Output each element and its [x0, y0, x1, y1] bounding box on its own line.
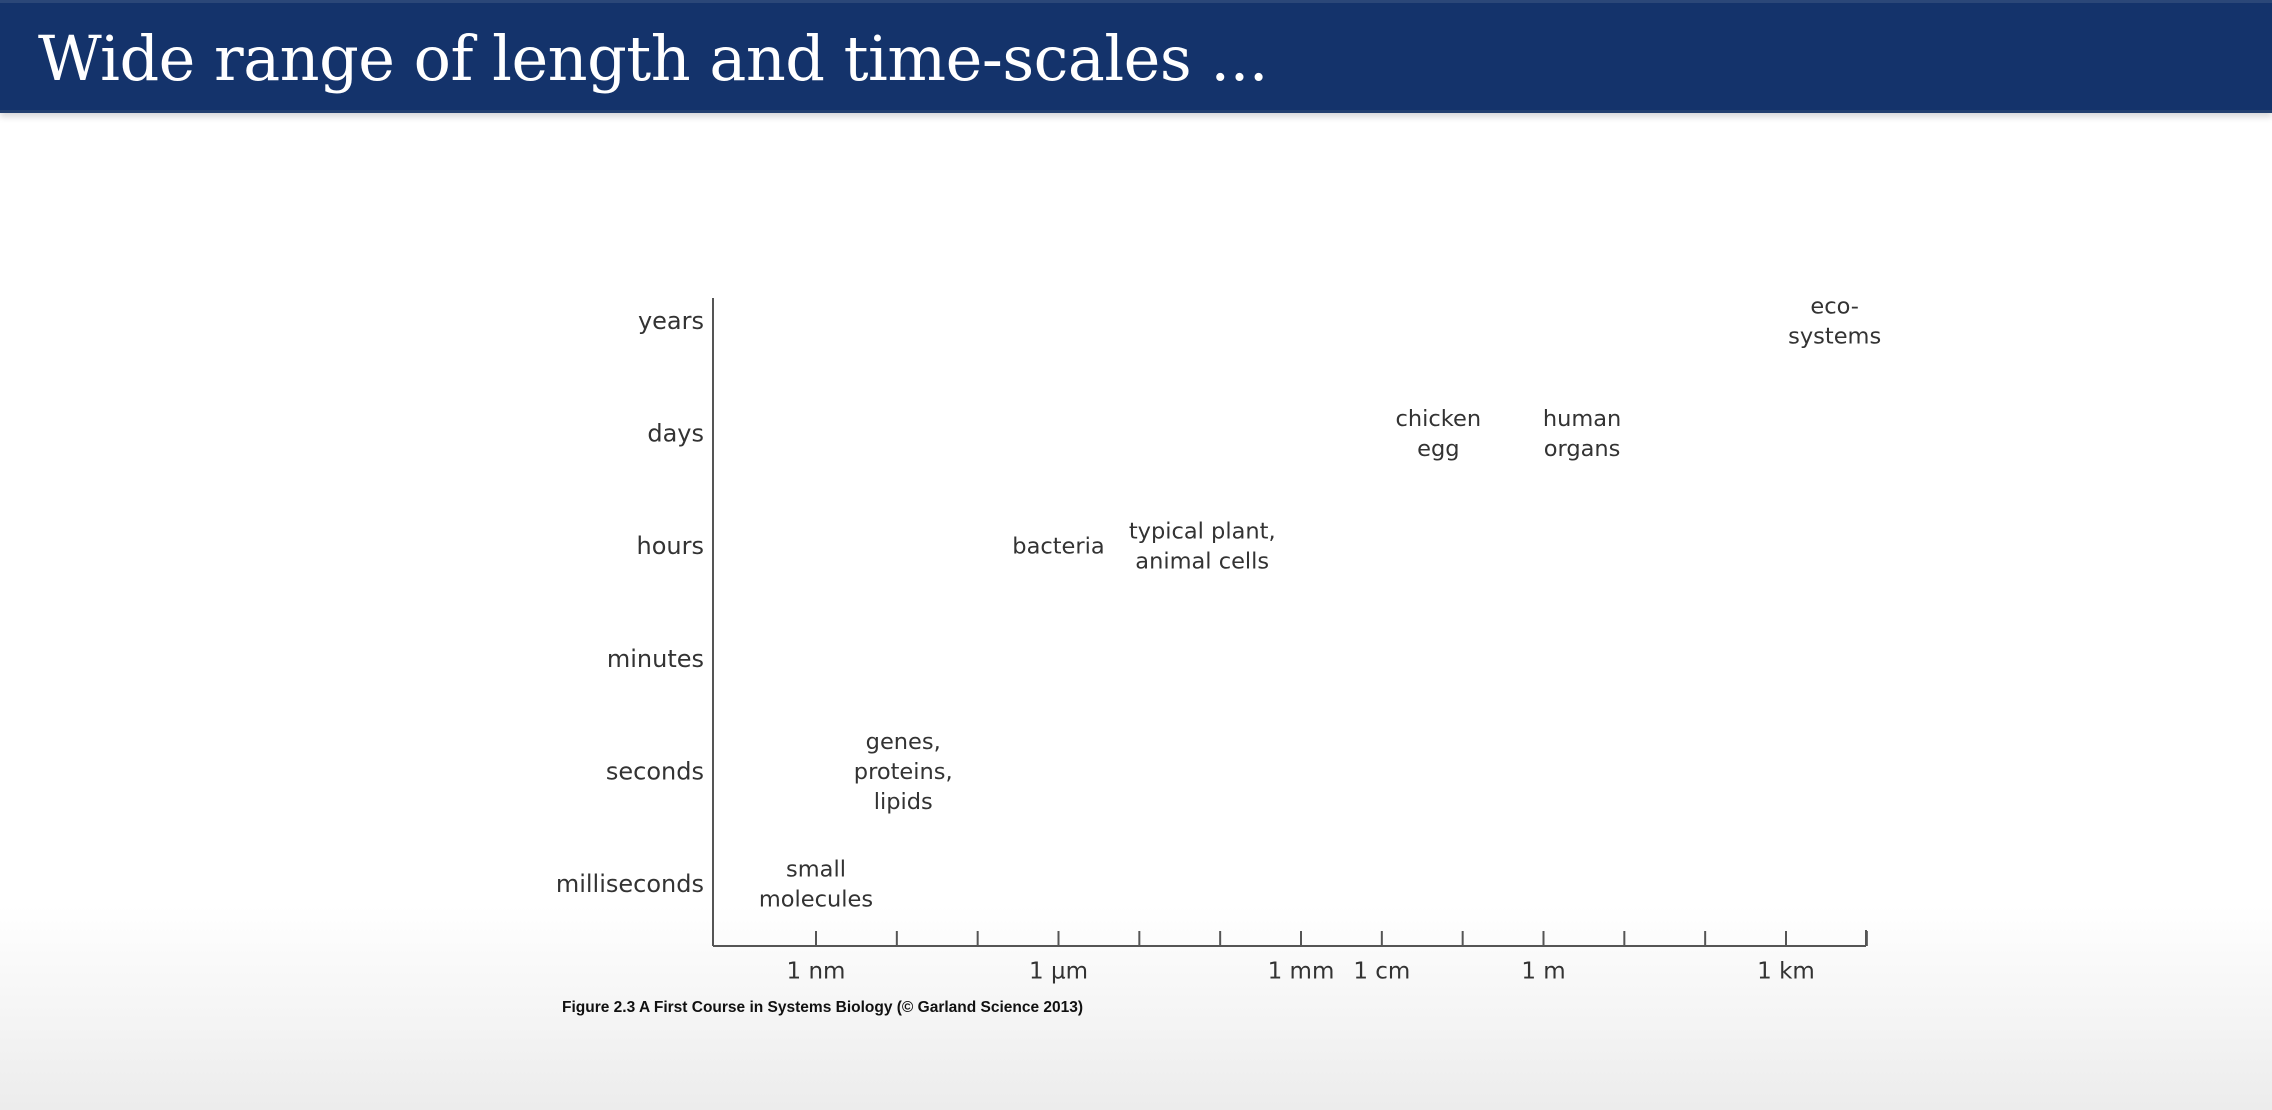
data-point-label-line: human: [1543, 406, 1622, 432]
data-point-label: human organs: [1543, 406, 1622, 462]
title-bar: Wide range of length and time-scales ...: [0, 0, 2272, 113]
data-point-label-line: animal cells: [1135, 549, 1269, 575]
data-point-label: small molecules: [759, 857, 873, 913]
data-point-label-line: systems: [1788, 324, 1881, 350]
data-point-label-line: egg: [1417, 436, 1459, 462]
data-point-label-line: genes,: [866, 729, 941, 755]
data-point-label-line: organs: [1544, 436, 1621, 462]
x-ticks: 1 nm 1 µm 1 mm 1 cm 1 m 1 km: [787, 931, 1868, 985]
data-point-label-line: eco-: [1810, 294, 1859, 320]
x-tick-label: 1 nm: [787, 959, 846, 985]
y-tick-label: seconds: [606, 757, 704, 785]
chart-axes: [712, 298, 1867, 947]
data-labels: small molecules genes, proteins, lipids bacte…: [759, 294, 1881, 913]
data-point-label-line: proteins,: [854, 759, 953, 785]
y-tick-label: days: [647, 420, 704, 448]
figure-caption: Figure 2.3 A First Course in Systems Bio…: [562, 999, 1084, 1016]
data-point-label-line: typical plant,: [1129, 519, 1276, 545]
x-tick-label: 1 µm: [1029, 959, 1088, 985]
x-tick-label: 1 m: [1521, 959, 1565, 985]
data-point-label-line: chicken: [1396, 406, 1482, 432]
y-tick-label: milliseconds: [556, 870, 704, 898]
data-point-label: typical plant, animal cells: [1129, 519, 1276, 575]
data-point-label: genes, proteins, lipids: [854, 729, 953, 815]
y-tick-label: minutes: [607, 645, 704, 673]
data-point-label-line: lipids: [874, 789, 933, 815]
data-point-label-line: bacteria: [1012, 534, 1104, 560]
x-tick-label: 1 cm: [1353, 959, 1410, 985]
data-point-label: chicken egg: [1396, 406, 1482, 462]
x-tick-label: 1 mm: [1268, 959, 1335, 985]
y-tick-label: years: [638, 307, 704, 335]
data-point-label-line: small: [786, 857, 846, 883]
slide-title: Wide range of length and time-scales ...: [38, 22, 1269, 95]
data-point-label-line: molecules: [759, 887, 873, 913]
data-point-label: eco-systems: [1788, 294, 1881, 350]
x-tick-label: 1 km: [1757, 959, 1815, 985]
y-tick-label: hours: [637, 532, 704, 560]
y-tick-labels: milliseconds seconds minutes hours days years: [556, 307, 704, 898]
data-point-label: bacteria: [1012, 534, 1104, 560]
